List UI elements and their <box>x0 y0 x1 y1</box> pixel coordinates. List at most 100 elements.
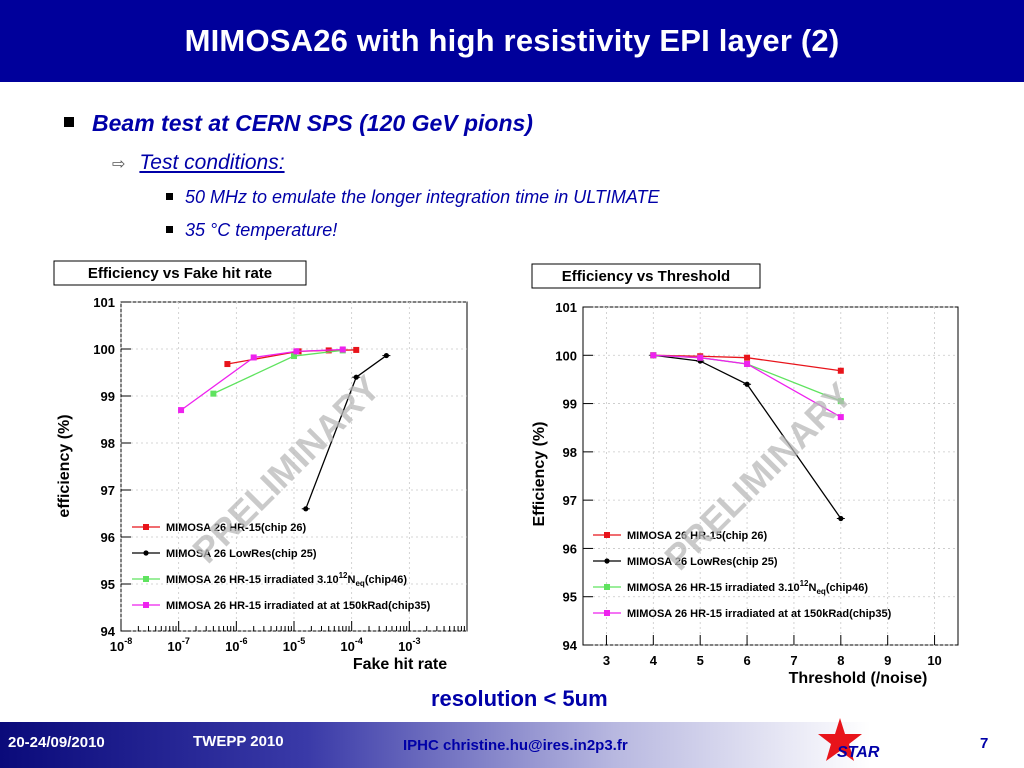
square-bullet-icon <box>166 192 173 200</box>
page-number: 7 <box>980 735 989 752</box>
x-tick-label: 10-4 <box>340 636 362 654</box>
data-point <box>353 346 360 353</box>
y-tick-label: 95 <box>101 577 115 592</box>
y-tick-label: 94 <box>101 624 116 639</box>
data-point <box>303 506 309 512</box>
legend-label: MIMOSA 26 HR-15 irradiated 3.1012Neq(chi… <box>166 571 407 588</box>
series-group <box>649 352 845 522</box>
bullet-level3-text: 50 MHz to emulate the longer integration… <box>185 187 660 207</box>
bullet-level3-text: 35 °C temperature! <box>185 220 338 240</box>
legend-label: MIMOSA 26 HR-15 irradiated 3.1012Neq(chi… <box>627 579 868 596</box>
y-axis-label: efficiency (%) <box>56 414 73 517</box>
chart-title-box <box>53 260 307 286</box>
chart-title: Efficiency vs Fake hit rate <box>88 265 272 282</box>
data-point <box>837 414 844 421</box>
x-tick-label: 9 <box>884 653 891 668</box>
y-tick-label: 95 <box>563 590 577 605</box>
legend-label: MIMOSA 26 HR-15(chip 26) <box>627 530 768 542</box>
legend: MIMOSA 26 HR-15(chip 26) MIMOSA 26 LowRes… <box>593 530 892 620</box>
x-tick-label: 5 <box>697 653 704 668</box>
x-tick-exponent: -7 <box>182 636 190 646</box>
chart-title-box <box>531 263 761 289</box>
y-tick-label: 97 <box>563 493 577 508</box>
y-tick-label: 98 <box>563 445 577 460</box>
data-point <box>744 354 751 361</box>
data-point <box>210 390 217 397</box>
data-point <box>744 360 751 367</box>
footer-conference: TWEPP 2010 <box>193 733 284 750</box>
legend-label: MIMOSA 26 HR-15 irradiated at at 150kRad… <box>627 608 892 620</box>
x-tick-label: 10-8 <box>110 636 132 654</box>
y-tick-label: 94 <box>563 638 578 653</box>
legend-marker <box>604 532 610 538</box>
series-line <box>653 354 841 372</box>
data-point <box>383 352 389 359</box>
legend-label: MIMOSA 26 HR-15 irradiated at at 150kRad… <box>166 600 431 612</box>
data-point <box>293 348 300 355</box>
legend-subscript: eq <box>355 579 364 588</box>
chart-efficiency-vs-threshold: Efficiency vs Threshold 9495969798991001… <box>531 263 959 687</box>
slide-title: MIMOSA26 with high resistivity EPI layer… <box>184 23 840 58</box>
title-bar: MIMOSA26 with high resistivity EPI layer… <box>0 0 1024 82</box>
legend-label: MIMOSA 26 LowRes(chip 25) <box>627 556 778 568</box>
legend-marker <box>604 584 610 590</box>
data-point <box>744 381 750 387</box>
legend-text-part: N <box>809 582 817 594</box>
star-icon <box>818 718 862 761</box>
legend-marker <box>604 558 610 564</box>
x-tick-label: 10-6 <box>225 636 247 654</box>
data-point <box>650 352 657 359</box>
legend-marker <box>143 602 149 608</box>
data-point <box>291 353 297 360</box>
y-tick-label: 98 <box>101 436 115 451</box>
star-logo-text: STAR <box>837 744 880 761</box>
legend-marker <box>143 524 149 530</box>
x-tick-label: 7 <box>790 653 797 668</box>
legend-subscript: eq <box>816 587 825 596</box>
x-tick-label: 10-5 <box>283 636 305 654</box>
data-point <box>838 515 844 522</box>
y-tick-label: 96 <box>563 541 577 556</box>
legend-marker <box>143 576 149 582</box>
y-tick-label: 101 <box>555 300 577 315</box>
legend: MIMOSA 26 HR-15(chip 26) MIMOSA 26 LowRes… <box>132 522 431 612</box>
legend-superscript: 12 <box>339 571 348 580</box>
x-tick-label: 8 <box>837 653 844 668</box>
y-tick-label: 99 <box>101 389 115 404</box>
plot-frame <box>582 306 959 646</box>
x-tick-label: 6 <box>743 653 750 668</box>
x-tick-exponent: -8 <box>124 636 132 646</box>
x-tick-exponent: -4 <box>355 636 363 646</box>
legend-superscript: 12 <box>800 579 809 588</box>
x-axis-label: Fake hit rate <box>353 656 447 673</box>
square-bullet-icon <box>166 225 173 233</box>
axis-ticks: 94 95 96 97 98 99 100 101 3 4 5 6 7 8 9 10 <box>555 300 942 668</box>
y-tick-label: 96 <box>101 530 115 545</box>
footer-date: 20-24/09/2010 <box>8 734 105 751</box>
y-tick-label: 97 <box>101 483 115 498</box>
legend-marker <box>143 550 149 556</box>
y-tick-label: 101 <box>93 295 115 310</box>
legend-label: MIMOSA 26 LowRes(chip 25) <box>166 548 317 560</box>
bullet-level3: 35 °C temperature! <box>166 220 337 241</box>
legend-text-part: N <box>348 574 356 586</box>
arrow-bullet-icon: ⇨ <box>112 156 126 173</box>
bullet-level3: 50 MHz to emulate the longer integration… <box>166 187 660 208</box>
series-group <box>178 346 391 512</box>
series-line <box>653 354 842 519</box>
legend-text-part: (chip46) <box>365 574 408 586</box>
x-tick-label: 10-3 <box>398 636 420 654</box>
y-tick-label: 100 <box>93 342 115 357</box>
x-axis-label: Threshold (/noise) <box>789 670 928 687</box>
series-line <box>653 354 842 418</box>
x-tick-label: 4 <box>650 653 658 668</box>
data-point <box>697 354 704 361</box>
data-point <box>837 398 844 405</box>
data-point <box>353 374 359 380</box>
data-point <box>837 367 844 374</box>
data-point <box>339 346 346 353</box>
x-tick-label: 10-7 <box>167 636 189 654</box>
x-tick-label: 3 <box>603 653 610 668</box>
chart-efficiency-vs-fake-hit-rate: Efficiency vs Fake hit rate 94 95 96 97 98 99… <box>53 260 468 673</box>
chart-title: Efficiency vs Threshold <box>562 268 730 285</box>
